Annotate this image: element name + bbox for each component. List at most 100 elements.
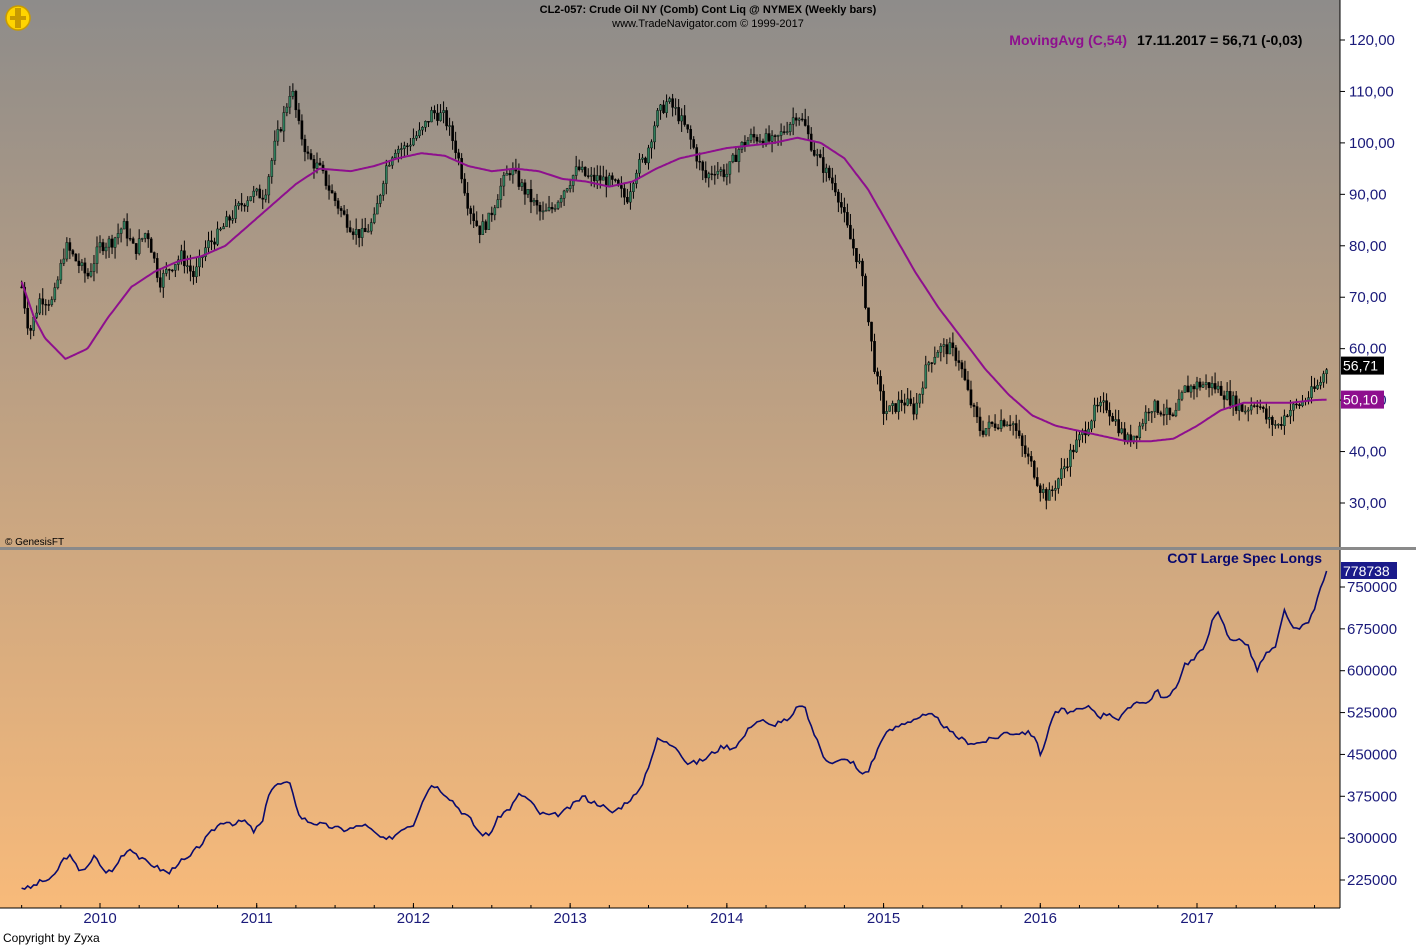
price-bar-body: [770, 135, 774, 142]
price-bar-body: [436, 112, 439, 121]
price-bar-body: [1108, 410, 1111, 417]
price-bar-body: [713, 173, 717, 176]
price-bar-body: [261, 197, 265, 200]
price-bar-body: [906, 398, 909, 406]
price-bar-body: [50, 299, 54, 305]
price-bar-body: [86, 272, 90, 277]
price-bar-body: [71, 250, 75, 255]
price-bar-body: [963, 368, 967, 381]
x-tick-label: 2013: [553, 910, 586, 927]
price-bar-body: [113, 237, 117, 248]
price-bar-body: [309, 153, 313, 160]
price-bar-body: [574, 166, 578, 176]
price-bar-body: [457, 152, 460, 159]
price-bar-body: [815, 154, 819, 156]
price-bar-body: [915, 402, 919, 415]
price-bar-body: [818, 154, 822, 158]
price-bar-body: [490, 212, 494, 216]
price-bar-body: [861, 260, 864, 277]
price-bar-body: [589, 174, 593, 177]
price-bar-body: [415, 135, 418, 139]
price-bar-body: [372, 213, 376, 223]
price-bar-body: [276, 129, 280, 142]
price-bar-body: [171, 269, 174, 272]
price-bar-body: [879, 376, 882, 392]
price-bar-body: [891, 403, 894, 406]
price-bar-body: [1168, 407, 1172, 415]
price-bar-body: [692, 139, 696, 148]
price-bar-body: [249, 196, 252, 201]
price-bar-body: [74, 253, 78, 262]
price-bar-body: [1114, 419, 1117, 422]
price-bar-body: [1051, 489, 1054, 492]
price-bar-body: [237, 202, 240, 207]
price-bar-body: [1117, 419, 1120, 434]
price-bar-body: [725, 173, 729, 178]
price-bar-body: [722, 169, 726, 178]
price-bar-body: [586, 175, 590, 177]
price-bar-body: [125, 221, 129, 239]
price-bar-body: [1041, 489, 1045, 493]
price-bar-body: [1135, 435, 1139, 439]
price-bar-body: [1165, 407, 1169, 415]
price-bar-body: [647, 147, 650, 164]
price-bar-body: [1316, 385, 1319, 389]
price-bar-body: [529, 189, 533, 203]
price-bar-body: [44, 303, 48, 306]
cot-tick-label: 225000: [1347, 872, 1397, 889]
price-bar-body: [1274, 424, 1277, 426]
price-bar-body: [351, 231, 355, 236]
price-bar-body: [1099, 401, 1102, 407]
price-bar-body: [38, 298, 42, 314]
price-bar-body: [1286, 415, 1289, 418]
price-bar-body: [149, 238, 153, 253]
price-bar-body: [1096, 404, 1099, 407]
price-bar-body: [921, 387, 925, 395]
price-bar-body: [1283, 415, 1286, 426]
price-bar-body: [56, 279, 60, 288]
price-bar-body: [1177, 398, 1181, 411]
price-bar-body: [1014, 423, 1018, 431]
price-bar-body: [773, 135, 777, 137]
price-bar-body: [960, 362, 964, 370]
price-bar-body: [1072, 449, 1075, 453]
price-bar-body: [95, 246, 99, 264]
price-bar-body: [165, 269, 168, 274]
price-bar-body: [273, 140, 277, 161]
price-bar-body: [1102, 400, 1105, 403]
price-bar-body: [969, 389, 973, 406]
price-bar-body: [1075, 439, 1078, 453]
price-bar-body: [496, 199, 500, 209]
price-bar-body: [282, 112, 286, 132]
price-bar-body: [83, 262, 87, 274]
price-bar-body: [1171, 414, 1175, 417]
price-bar-body: [858, 260, 861, 263]
price-bar-body: [1120, 428, 1123, 434]
price-bar-body: [369, 222, 373, 232]
price-bar-body: [532, 200, 536, 203]
price-bar-body: [508, 173, 512, 176]
price-bar-body: [1048, 489, 1051, 501]
footer-copyright: Copyright by Zyxa: [3, 931, 100, 945]
price-bar-body: [1219, 385, 1223, 396]
price-bar-body: [849, 224, 852, 240]
price-bar-body: [1180, 392, 1184, 400]
price-bar-body: [951, 342, 955, 348]
price-bar-body: [1204, 382, 1208, 386]
price-bar-body: [900, 399, 903, 403]
price-bar-body: [255, 188, 259, 192]
price-tick-label: 30,00: [1349, 495, 1387, 512]
price-bar-body: [1183, 385, 1187, 393]
price-bars: [20, 83, 1328, 510]
x-tick-label: 2011: [241, 910, 273, 927]
price-bar-body: [131, 238, 135, 244]
price-tick-label: 110,00: [1349, 83, 1394, 100]
x-axis-strip: [0, 908, 1416, 945]
price-bar-body: [592, 174, 596, 182]
price-bar-body: [580, 166, 584, 170]
price-bar-body: [1246, 409, 1250, 412]
price-bar-body: [677, 107, 680, 122]
price-bar-body: [62, 258, 66, 264]
price-bar-body: [231, 218, 234, 221]
